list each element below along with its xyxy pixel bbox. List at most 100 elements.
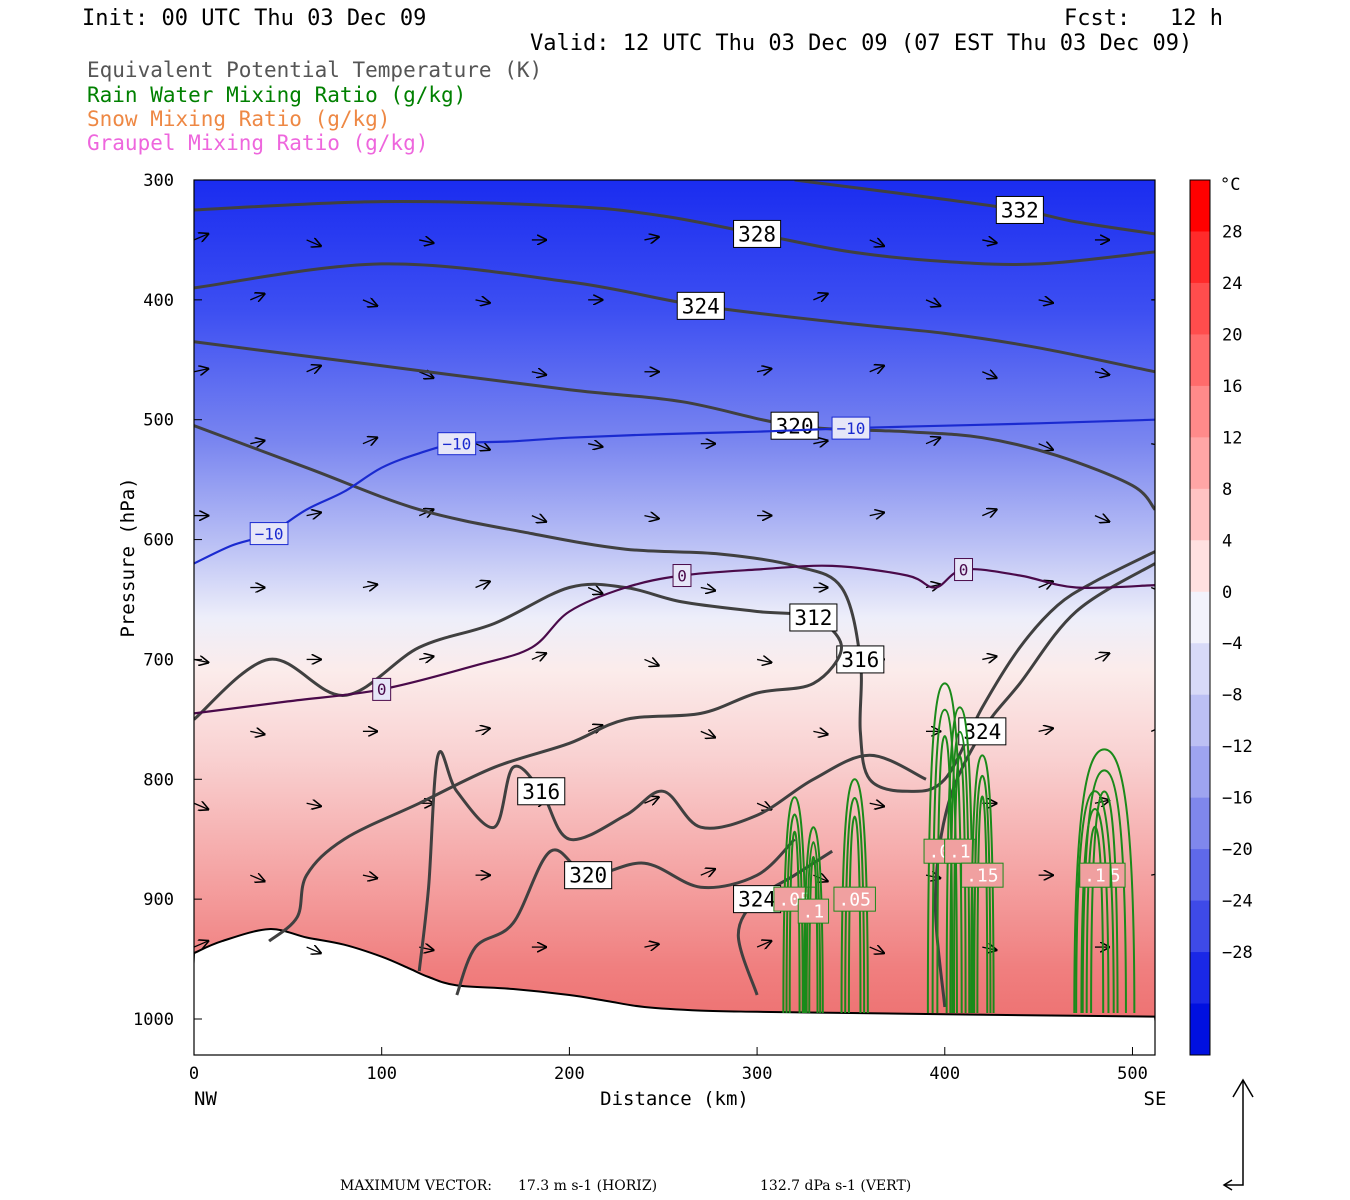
wind-vector (306, 947, 321, 953)
colorbar-label: −20 (1222, 840, 1253, 860)
rain-water-contour (945, 706, 974, 1014)
rain-water-label: .1 (797, 898, 830, 924)
colorbar-frame (1189, 179, 1211, 1056)
colorbar-segment (1190, 797, 1210, 850)
temperature-contour (194, 418, 1155, 565)
colorbar-label: 20 (1222, 325, 1242, 345)
svg-text:0: 0 (377, 680, 387, 699)
colorbar-label: 28 (1222, 222, 1242, 242)
axes: 0 100 200 300 400 500 300 400 500 600 700 800 900 100… (117, 171, 1166, 1110)
wind-vector (644, 516, 658, 519)
wind-vector (1094, 372, 1109, 375)
wind-vector (700, 869, 715, 875)
colorbar-label: 16 (1222, 377, 1242, 397)
colorbar-label: −24 (1222, 892, 1253, 912)
colorbar-segment (1190, 591, 1210, 644)
colorbar-label: −12 (1222, 737, 1253, 757)
colorbar-segment (1190, 1003, 1210, 1056)
wind-vector (531, 516, 546, 522)
wind-vector (250, 441, 264, 444)
colorbar-label: −16 (1222, 789, 1253, 809)
rain-water-label: .1 (1079, 862, 1111, 888)
max-vector-vert: 132.7 dPa s-1 (VERT) (760, 1178, 912, 1194)
init-time: Init: 00 UTC Thu 03 Dec 09 (82, 6, 427, 31)
wind-vector (982, 240, 996, 243)
svg-text:.15: .15 (966, 866, 999, 887)
colorbar-label: −28 (1222, 943, 1253, 963)
svg-text:−10: −10 (836, 419, 865, 438)
wind-vector (475, 582, 490, 588)
theta-e-label: 324 (733, 885, 782, 914)
wind-vector (194, 803, 208, 809)
x-tick-label: 400 (929, 1064, 960, 1084)
colorbar-label: −8 (1222, 686, 1242, 706)
max-vector-label: MAXIMUM VECTOR: (340, 1178, 492, 1194)
wind-vector (1151, 443, 1155, 446)
wind-vector (419, 240, 433, 243)
wind-vector (475, 444, 490, 450)
svg-text:0: 0 (677, 566, 687, 585)
colorbar-segment (1190, 437, 1210, 490)
plot-frame (193, 179, 1156, 1056)
colorbar-segment (1190, 488, 1210, 541)
y-tick-label: 800 (143, 770, 174, 790)
wind-vector (869, 803, 884, 806)
wind-vector (1094, 516, 1109, 522)
colorbar-segment (1190, 540, 1210, 593)
wind-vector (869, 513, 884, 516)
temperature-contour (194, 564, 1155, 715)
valid-time: Valid: 12 UTC Thu 03 Dec 09 (07 EST Thu … (530, 31, 1193, 56)
svg-text:316: 316 (841, 648, 879, 672)
wind-vector (1150, 588, 1155, 594)
wind-vector (362, 300, 377, 306)
wind-vector (700, 731, 715, 737)
rain-water-contour (1080, 808, 1110, 1014)
wind-vector (644, 944, 658, 947)
wind-vector (531, 653, 546, 659)
theta-e-label: 320 (770, 411, 819, 440)
theta-e-label: 320 (564, 861, 613, 890)
colorbar-label: 8 (1222, 480, 1232, 500)
temperature-contour-label: 0 (954, 558, 974, 582)
forecast-hour: Fcst: 12 h (1064, 6, 1223, 31)
y-tick-label: 500 (143, 411, 174, 431)
colorbar-segment (1190, 180, 1210, 232)
wind-vector (1151, 873, 1155, 876)
wind-vector (982, 656, 996, 659)
wind-vector (869, 366, 884, 372)
rain-water-contour (782, 796, 807, 1014)
temperature-contour-label: 0 (372, 677, 392, 701)
colorbar-segment (1190, 746, 1210, 799)
max-vector-horiz: 17.3 m s-1 (HORIZ) (518, 1178, 658, 1194)
rain-water-contour (1073, 748, 1136, 1014)
x-tick-label: 0 (189, 1064, 199, 1084)
temperature-contour-label: −10 (831, 416, 871, 440)
terrain-mask (194, 928, 1155, 1055)
wind-vector (1150, 725, 1155, 731)
wind-vector (250, 731, 264, 734)
wind-vector (362, 585, 377, 588)
temperature-contours: −10 −10 −10 0 0 0 (194, 416, 1155, 715)
wind-vector (1038, 444, 1053, 450)
colorbar-label: 0 (1222, 583, 1232, 603)
wind-vector (813, 441, 827, 444)
legend-snow: Snow Mixing Ratio (g/kg) (87, 107, 391, 131)
legend-rain-water: Rain Water Mixing Ratio (g/kg) (87, 83, 467, 107)
y-tick-label: 400 (143, 291, 174, 311)
rain-water-contour (926, 682, 963, 1014)
svg-text:328: 328 (738, 222, 776, 246)
x-axis-title: Distance (km) (600, 1088, 749, 1110)
wind-vector (756, 369, 771, 372)
wind-vector (644, 237, 658, 240)
svg-text:320: 320 (569, 864, 607, 888)
wind-vector (1094, 653, 1109, 659)
wind-vector (306, 513, 321, 516)
wind-vector (418, 372, 433, 378)
colorbar-label: 4 (1222, 531, 1232, 551)
svg-text:324: 324 (682, 294, 720, 318)
svg-text:324: 324 (738, 888, 776, 912)
wind-vector (250, 875, 264, 881)
svg-text:320: 320 (776, 414, 814, 438)
y-tick-label: 600 (143, 531, 174, 551)
